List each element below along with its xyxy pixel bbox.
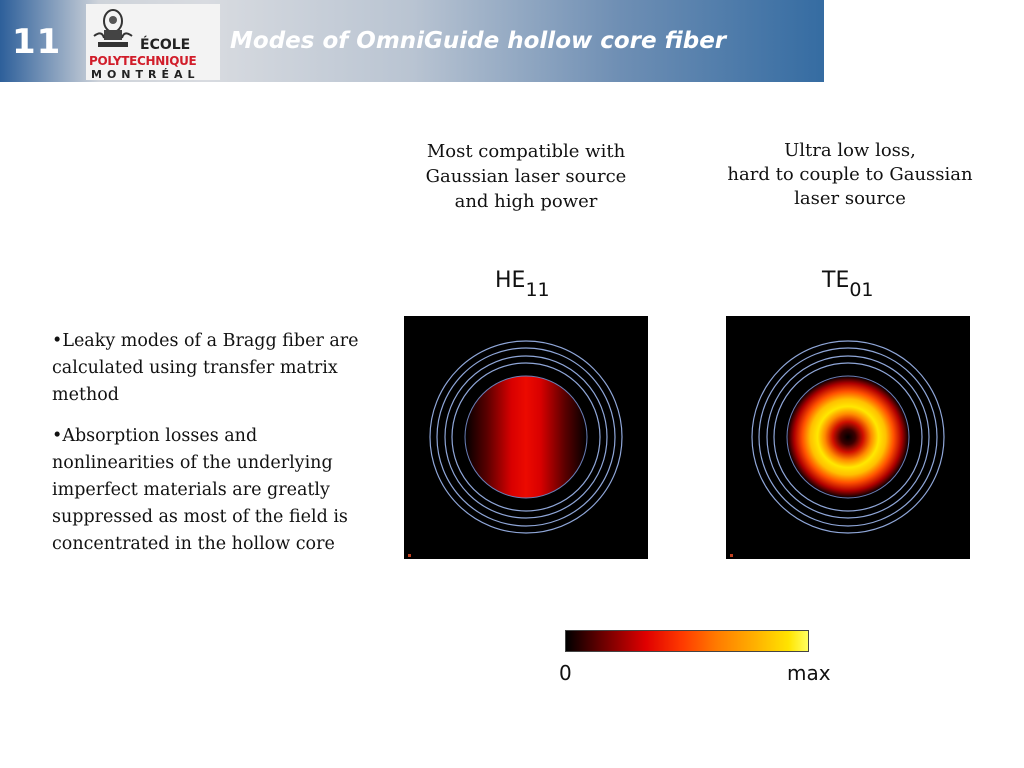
bullet-item: •Absorption losses and nonlinearities of… bbox=[52, 426, 348, 554]
he11-mode-plot bbox=[404, 316, 648, 559]
logo-text-montreal: MONTRÉAL bbox=[91, 68, 200, 81]
te01-mode-plot bbox=[726, 316, 970, 559]
cladding-ring bbox=[436, 347, 616, 527]
cladding-ring bbox=[766, 355, 930, 519]
he11-caption: Most compatible with Gaussian laser sour… bbox=[404, 139, 648, 214]
logo-text-polytechnique: POLYTECHNIQUE bbox=[89, 54, 197, 68]
header-banner: 11 ÉCOLE POLYTECHNIQUE MONTRÉAL Modes of… bbox=[0, 0, 824, 82]
cladding-ring bbox=[444, 355, 608, 519]
core-boundary bbox=[786, 375, 910, 499]
crest-icon bbox=[93, 9, 133, 47]
te01-label: TE01 bbox=[822, 268, 874, 301]
colorbar bbox=[565, 630, 809, 652]
core-field bbox=[787, 376, 909, 498]
colorbar-min-label: 0 bbox=[559, 661, 572, 685]
corner-marker bbox=[730, 554, 733, 557]
caption-line: Most compatible with bbox=[426, 141, 626, 162]
mode-label-main: TE bbox=[822, 268, 850, 293]
te01-caption: Ultra low loss, hard to couple to Gaussi… bbox=[712, 139, 988, 211]
school-logo: ÉCOLE POLYTECHNIQUE MONTRÉAL bbox=[86, 4, 220, 81]
logo-text-ecole: ÉCOLE bbox=[140, 37, 191, 53]
cladding-ring bbox=[751, 340, 945, 534]
core-boundary bbox=[464, 375, 588, 499]
caption-line: and high power bbox=[454, 191, 598, 212]
cladding-ring bbox=[773, 362, 923, 512]
caption-line: hard to couple to Gaussian bbox=[727, 164, 973, 185]
cladding-ring bbox=[451, 362, 601, 512]
cladding-ring bbox=[429, 340, 623, 534]
caption-line: Ultra low loss, bbox=[784, 140, 916, 161]
slide-number: 11 bbox=[12, 22, 62, 62]
core-field bbox=[465, 376, 587, 498]
cladding-ring bbox=[758, 347, 938, 527]
caption-line: Gaussian laser source bbox=[425, 166, 627, 187]
colorbar-max-label: max bbox=[787, 661, 831, 685]
mode-label-main: HE bbox=[495, 268, 526, 293]
he11-label: HE11 bbox=[495, 268, 550, 301]
bullet-list: •Leaky modes of a Bragg fiber are calcul… bbox=[52, 328, 372, 572]
slide-title: Modes of OmniGuide hollow core fiber bbox=[230, 28, 727, 54]
mode-label-sub: 11 bbox=[525, 279, 550, 301]
corner-marker bbox=[408, 554, 411, 557]
bullet-item: •Leaky modes of a Bragg fiber are calcul… bbox=[52, 331, 359, 405]
caption-line: laser source bbox=[794, 188, 906, 209]
mode-label-sub: 01 bbox=[849, 279, 874, 301]
